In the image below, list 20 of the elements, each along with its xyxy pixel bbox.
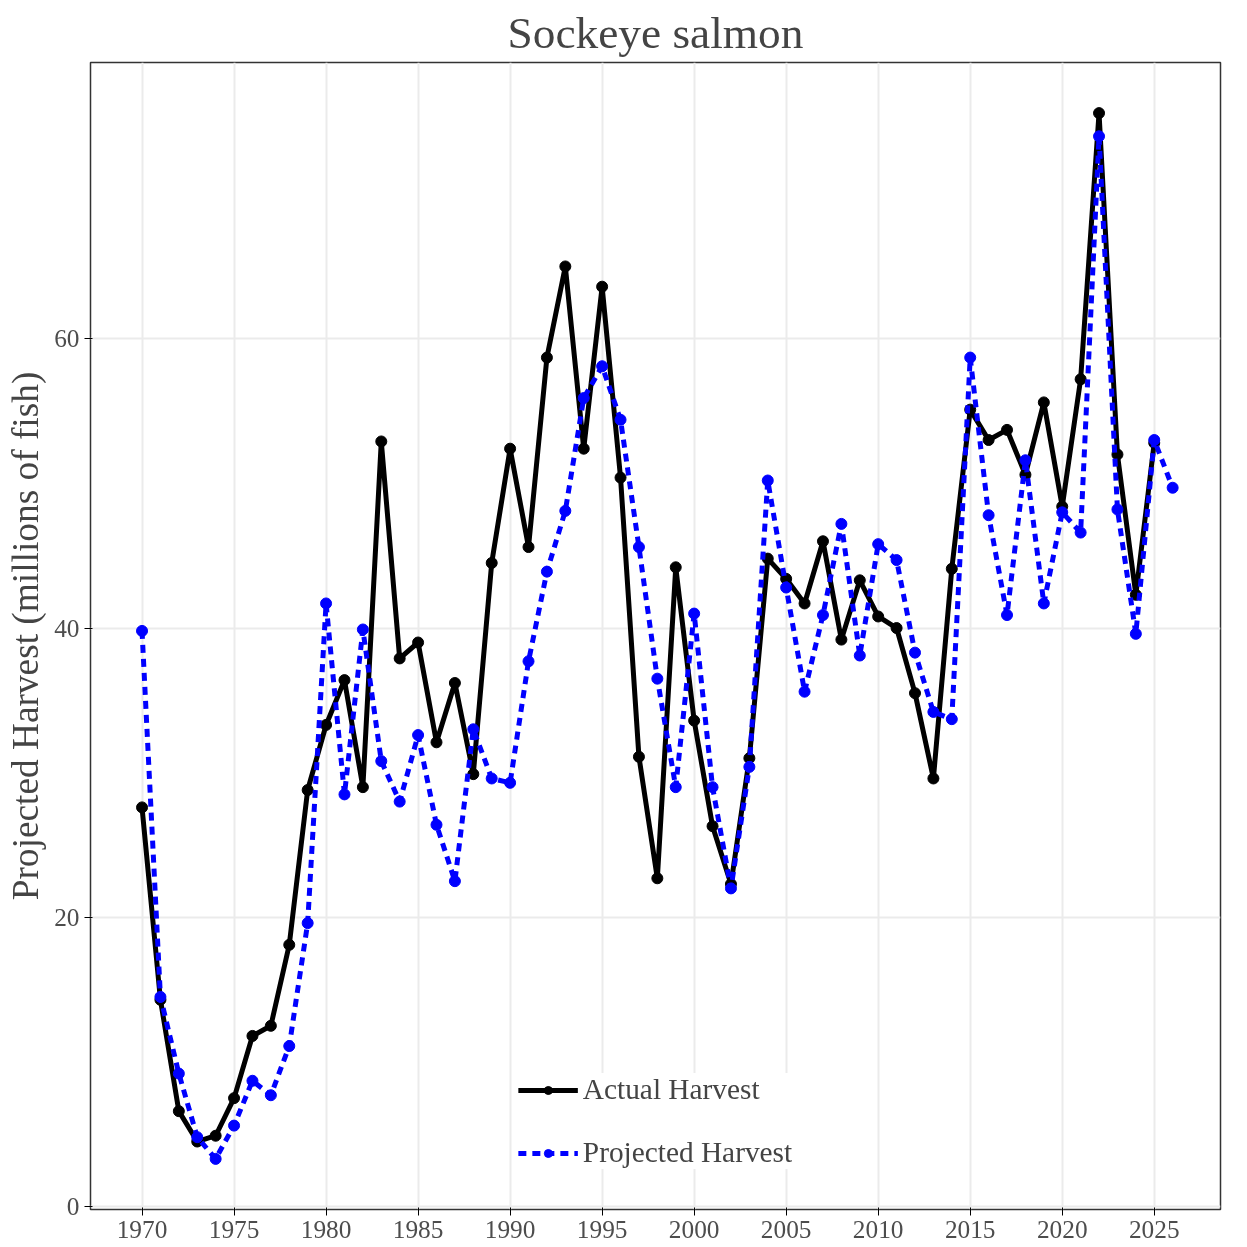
- x-tick-label: 1990: [484, 1214, 536, 1243]
- x-tick-label: 1980: [300, 1214, 352, 1243]
- chart-title: Sockeye salmon: [507, 7, 804, 58]
- y-tick-label: 0: [66, 1192, 80, 1221]
- x-tick-label: 1970: [116, 1214, 168, 1243]
- y-tick-label: 60: [54, 324, 80, 353]
- x-tick-label: 2000: [668, 1214, 720, 1243]
- y-tick-label: 40: [54, 613, 80, 642]
- x-tick-label: 2010: [852, 1214, 904, 1243]
- x-tick-label: 2025: [1128, 1214, 1180, 1243]
- x-tick-label: 2020: [1036, 1214, 1088, 1243]
- legend-label: Actual Harvest: [582, 1073, 760, 1106]
- x-tick-label: 2015: [944, 1214, 996, 1243]
- x-tick-label: 1995: [576, 1214, 628, 1243]
- x-tick-label: 1985: [392, 1214, 444, 1243]
- x-tick-label: 2005: [760, 1214, 812, 1243]
- x-tick-label: 1975: [208, 1214, 260, 1243]
- y-axis-title: Projected Harvest (millions of fish): [5, 371, 48, 901]
- legend-label: Projected Harvest: [582, 1136, 793, 1169]
- y-tick-label: 20: [54, 902, 80, 931]
